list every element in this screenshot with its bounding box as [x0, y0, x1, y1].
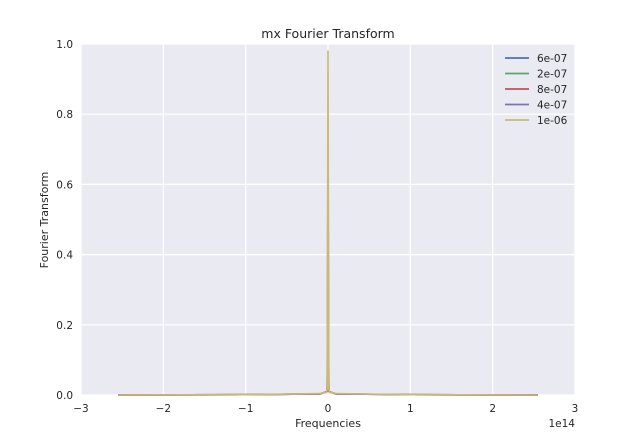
- x-tick-labels: −3 −2 −1 0 1 2 3: [73, 403, 578, 415]
- series-line-1e-06: [118, 50, 538, 396]
- legend-label-8e-07: 8e-07: [537, 84, 567, 96]
- x-axis-label: Frequencies: [295, 417, 361, 430]
- series-layer: [118, 50, 538, 396]
- x-tick-label: 1: [407, 403, 414, 415]
- x-offset-label: 1e14: [548, 418, 575, 430]
- x-tick-label: −2: [156, 403, 171, 415]
- x-tick-label: −3: [73, 403, 88, 415]
- y-tick-label: 1.0: [56, 39, 73, 51]
- legend-label-6e-07: 6e-07: [537, 53, 567, 65]
- y-tick-label: 0.2: [56, 320, 73, 332]
- legend: 6e-07 2e-07 8e-07 4e-07 1e-06: [505, 53, 568, 127]
- legend-label-4e-07: 4e-07: [537, 100, 567, 112]
- x-tick-label: 0: [325, 403, 332, 415]
- y-tick-label: 0.6: [56, 179, 73, 191]
- legend-label-1e-06: 1e-06: [537, 115, 568, 127]
- x-tick-label: −1: [238, 403, 253, 415]
- x-tick-label: 2: [489, 403, 496, 415]
- legend-label-2e-07: 2e-07: [537, 69, 567, 81]
- y-tick-labels: 0.0 0.2 0.4 0.6 0.8 1.0: [56, 39, 73, 402]
- y-tick-label: 0.8: [56, 109, 73, 121]
- chart-title: mx Fourier Transform: [261, 26, 394, 41]
- y-tick-label: 0.0: [56, 390, 73, 402]
- y-tick-label: 0.4: [56, 250, 73, 262]
- x-tick-label: 3: [572, 403, 579, 415]
- y-axis-label: Fourier Transform: [38, 172, 51, 269]
